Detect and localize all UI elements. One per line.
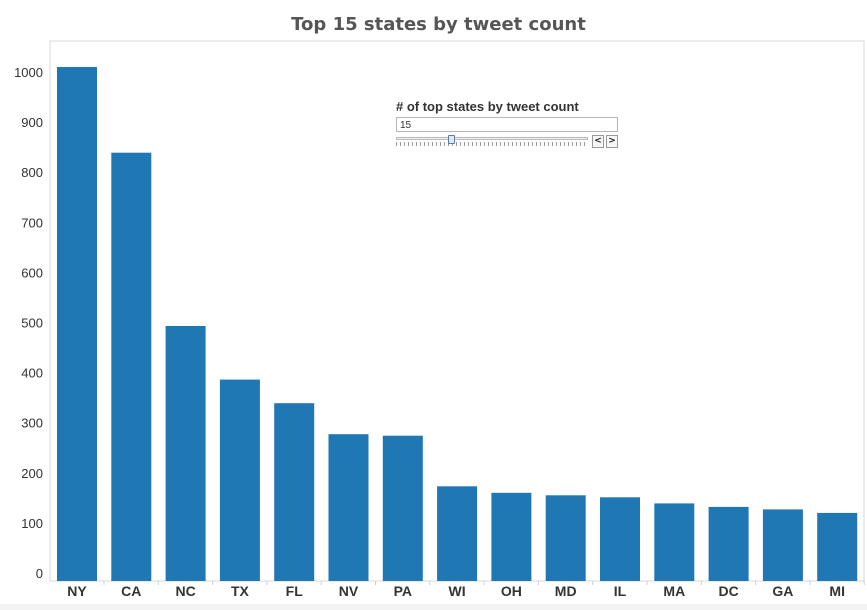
- x-tick-label-ga: GA: [772, 583, 793, 599]
- bar-tx[interactable]: [219, 379, 260, 581]
- x-tick-label-tx: TX: [231, 583, 250, 599]
- slider-track-area[interactable]: [396, 135, 588, 149]
- y-tick-label: 600: [21, 265, 43, 280]
- slider-prev-button[interactable]: <: [592, 135, 604, 148]
- slider-title: # of top states by tweet count: [396, 99, 579, 114]
- chevron-right-icon: >: [608, 136, 616, 146]
- bar-dc[interactable]: [708, 506, 749, 581]
- bar-il[interactable]: [600, 497, 640, 581]
- chevron-left-icon: <: [594, 136, 602, 146]
- x-tick-label-wi: WI: [449, 583, 466, 599]
- y-tick-label: 100: [21, 516, 43, 531]
- top-states-slider-widget: # of top states by tweet count 15 < >: [396, 99, 620, 149]
- y-tick-label: 700: [21, 215, 43, 230]
- slider-row: < >: [396, 135, 620, 149]
- y-tick-label: 200: [21, 466, 43, 481]
- slider-track[interactable]: [396, 137, 588, 140]
- bar-fl[interactable]: [274, 403, 315, 581]
- x-tick-label-oh: OH: [501, 583, 522, 599]
- x-tick-label-dc: DC: [718, 583, 738, 599]
- bar-ma[interactable]: [654, 503, 695, 581]
- y-tick-label: 300: [21, 416, 43, 431]
- slider-thumb[interactable]: [447, 135, 455, 144]
- bars: [57, 67, 858, 581]
- bar-ga[interactable]: [762, 509, 803, 581]
- x-tick-label-md: MD: [555, 583, 577, 599]
- y-tick-label: 0: [36, 566, 43, 581]
- bottom-scroll-strip: [0, 604, 867, 610]
- x-tick-label-il: IL: [614, 583, 627, 599]
- x-tick-label-ny: NY: [67, 583, 87, 599]
- x-tick-label-nc: NC: [175, 583, 195, 599]
- bar-mi[interactable]: [817, 512, 858, 581]
- bar-wi[interactable]: [437, 486, 478, 581]
- bar-pa[interactable]: [382, 435, 423, 581]
- bar-nc[interactable]: [165, 326, 206, 581]
- y-tick-label: 1000: [14, 65, 43, 80]
- chart-title: Top 15 states by tweet count: [291, 14, 586, 35]
- bar-md[interactable]: [545, 495, 586, 581]
- x-tick-label-mi: MI: [829, 583, 845, 599]
- x-tick-label-ca: CA: [121, 583, 141, 599]
- x-tick-label-ma: MA: [663, 583, 685, 599]
- bar-ca[interactable]: [111, 152, 152, 581]
- bar-nv[interactable]: [328, 434, 369, 581]
- x-tick-label-fl: FL: [286, 583, 304, 599]
- y-tick-label: 800: [21, 165, 43, 180]
- y-axis: 0 100 200 300 400 500 600 700 800 900 1000: [14, 65, 43, 581]
- bar-ny[interactable]: [57, 67, 97, 581]
- y-tick-label: 900: [21, 115, 43, 130]
- y-tick-label: 500: [21, 316, 43, 331]
- slider-next-button[interactable]: >: [606, 135, 618, 148]
- x-axis: NY CA NC TX FL NV PA WI OH MD IL MA DC GA MI: [67, 581, 865, 599]
- slider-value-field[interactable]: 15: [396, 117, 618, 132]
- x-tick-label-pa: PA: [394, 583, 412, 599]
- bar-oh[interactable]: [491, 492, 532, 581]
- y-tick-label: 400: [21, 366, 43, 381]
- slider-ticks: [396, 142, 588, 146]
- x-tick-label-nv: NV: [339, 583, 359, 599]
